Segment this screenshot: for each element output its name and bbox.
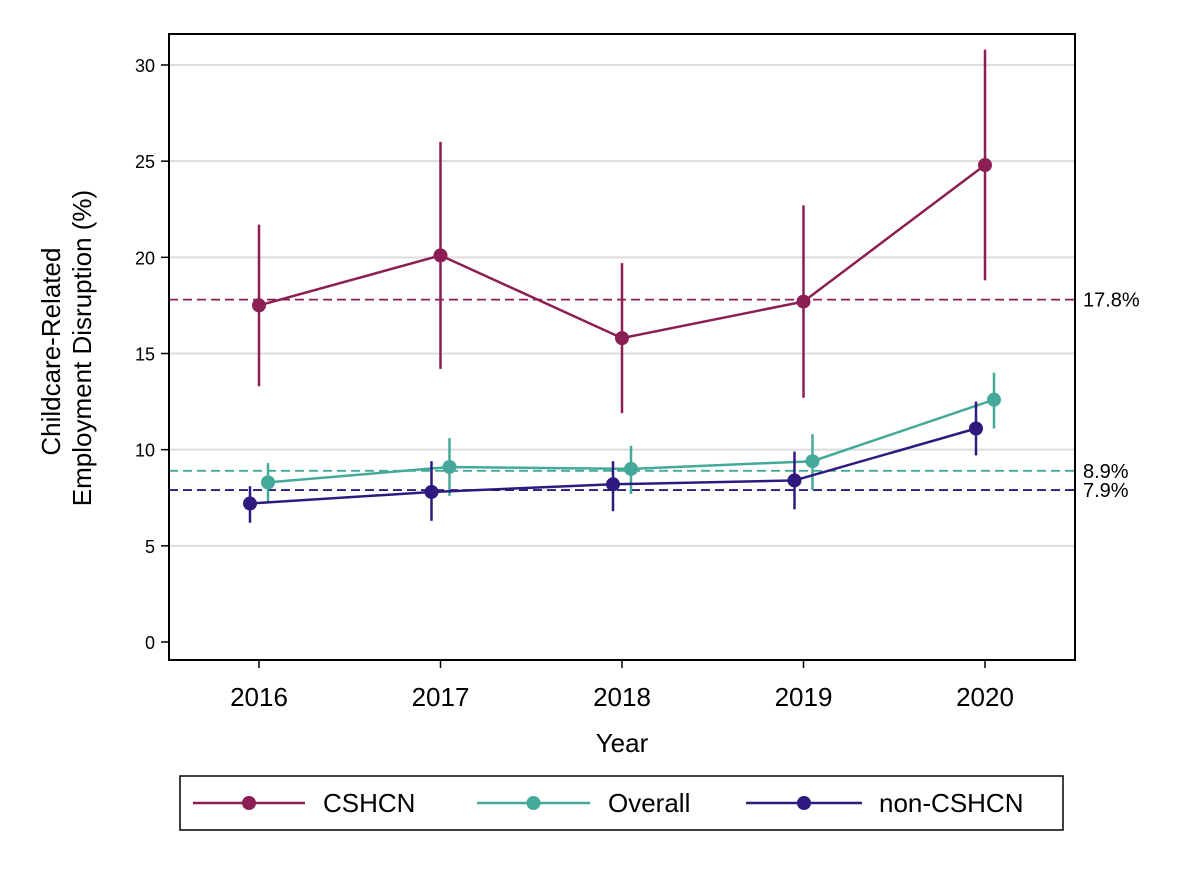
series-layer [243,49,1001,523]
data-point [615,331,629,346]
legend-label: Overall [608,788,690,818]
legend-item-overall: Overall [477,788,690,818]
data-point [433,248,448,263]
data-point [978,158,992,173]
data-point [969,421,983,436]
legend-item-non-cshcn: non-CSHCN [746,788,1024,818]
data-point [252,298,266,313]
legend-label: CSHCN [323,788,415,818]
legend-label: non-CSHCN [879,788,1024,818]
y-tick-label: 15 [135,345,155,365]
y-tick-label: 10 [135,441,155,461]
x-tick-label: 2018 [593,682,651,712]
x-tick-label: 2020 [956,682,1014,712]
data-point [987,392,1001,407]
data-point [787,473,802,488]
y-axis-title: Childcare-Related Employment Disruption … [36,190,97,506]
legend-item-cshcn: CSHCN [193,788,415,818]
legend-marker [526,796,541,810]
legend: CSHCN Overall non-CSHCN [193,788,1024,818]
data-point [442,459,457,474]
y-tick-label: 0 [145,633,155,653]
reference-labels: 17.8% 8.9%7.9% [1083,290,1140,502]
y-tick-label: 30 [135,56,155,76]
data-point [805,454,820,469]
x-tick-label: 2019 [775,682,833,712]
y-tick-label: 25 [135,152,155,172]
data-point [606,477,620,492]
legend-box [179,775,1064,831]
x-tick-label: 2017 [412,682,470,712]
y-axis-title-line-1: Childcare-Related [36,248,66,456]
series-non-cshcn [243,401,983,523]
legend-marker [797,796,811,810]
x-axis-title: Year [596,728,649,758]
data-point [424,484,439,499]
legend-marker [242,796,256,810]
data-point [243,496,257,511]
x-tick-label: 2016 [230,682,288,712]
y-tick-label: 5 [145,537,155,557]
reference-label: 7.9% [1083,480,1129,502]
y-axis: 0 5 10 15 20 25 30 [135,56,169,653]
reference-label: 17.8% [1083,290,1140,312]
data-point [624,461,638,476]
series-cshcn [252,49,992,414]
y-axis-title-line-2: Employment Disruption (%) [67,190,97,506]
series-overall [261,372,1001,502]
data-point [796,294,811,309]
data-point [261,475,275,490]
reference-label: 8.9% [1083,461,1129,483]
x-axis: 2016 2017 2018 2019 2020 [230,660,1014,712]
y-tick-label: 20 [135,248,155,268]
